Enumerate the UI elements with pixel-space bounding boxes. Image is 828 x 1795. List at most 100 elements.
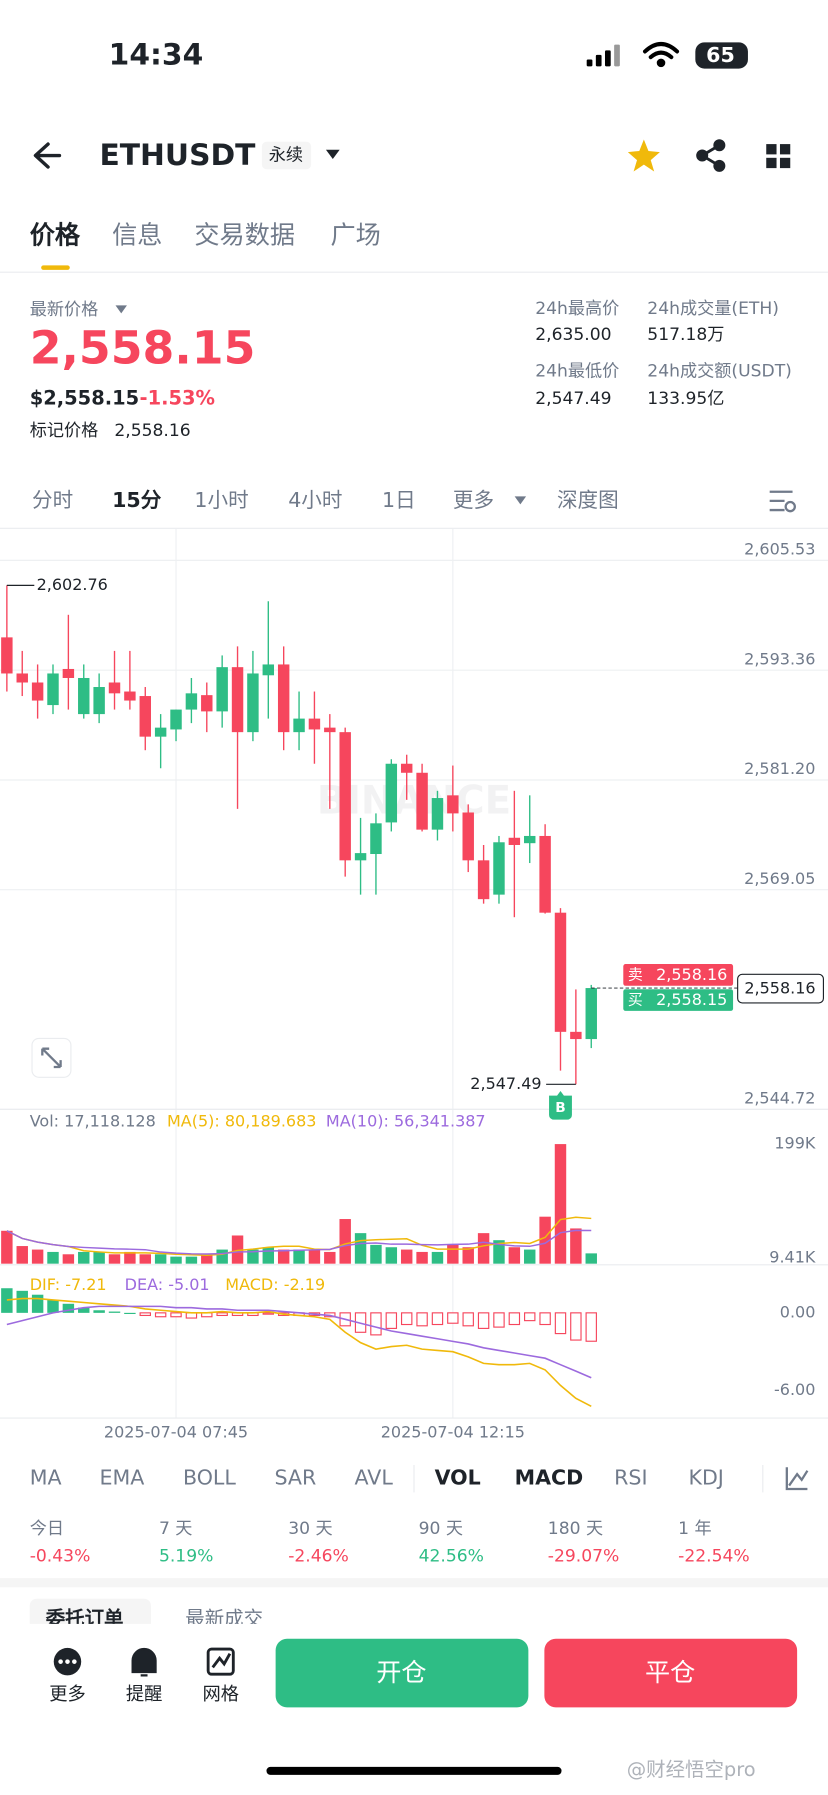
- volume-tick-label: 199K: [774, 1133, 816, 1152]
- macd-bar: [524, 1312, 536, 1322]
- dea-text: DEA: -5.01: [125, 1275, 210, 1294]
- divider: [0, 1578, 828, 1588]
- macd-bar: [462, 1312, 474, 1327]
- chart-settings[interactable]: [769, 490, 796, 513]
- toolbar-label[interactable]: 网格: [202, 1684, 239, 1705]
- indicator[interactable]: KDJ: [688, 1466, 723, 1490]
- macd-bar: [370, 1312, 382, 1336]
- macd-bar: [170, 1312, 182, 1318]
- tab[interactable]: 信息: [112, 221, 162, 250]
- symbol-dropdown[interactable]: [325, 149, 340, 159]
- macd-bar: [47, 1299, 59, 1313]
- candle-body: [462, 812, 474, 861]
- indicator-settings[interactable]: [785, 1467, 809, 1491]
- period-label: 30 天: [288, 1519, 332, 1539]
- fullscreen-icon: [41, 1047, 62, 1069]
- candle-body: [370, 823, 382, 855]
- candle-body: [508, 837, 521, 845]
- volume-bar: [1, 1230, 13, 1264]
- indicator[interactable]: SAR: [274, 1466, 316, 1490]
- interval[interactable]: 深度图: [557, 488, 619, 512]
- volume-bar: [447, 1244, 459, 1264]
- price-label: 最新价格: [30, 300, 99, 320]
- macd-bar: [493, 1312, 505, 1328]
- interval[interactable]: 15分: [112, 488, 162, 512]
- last-price-box: [737, 973, 824, 1004]
- macd-bar: [539, 1312, 551, 1326]
- toolbar-label[interactable]: 更多: [49, 1684, 86, 1705]
- interval[interactable]: 1小时: [194, 488, 248, 512]
- favorite-star[interactable]: [627, 139, 660, 172]
- volume-bar: [477, 1233, 490, 1264]
- indicator[interactable]: VOL: [435, 1466, 481, 1490]
- macd-bar: [124, 1312, 136, 1314]
- volume-bar: [370, 1244, 382, 1264]
- usd-price: $2,558.15: [30, 387, 139, 410]
- stat-value: 517.18万: [647, 325, 724, 345]
- bid-tag: [623, 989, 734, 1011]
- macd-tick-label: -6.00: [774, 1380, 815, 1399]
- volume-bar: [570, 1228, 582, 1264]
- stat-label: 24h最低价: [535, 362, 619, 382]
- volume-bar: [31, 1249, 44, 1264]
- y-tick-label: 2,593.36: [744, 649, 815, 668]
- tab[interactable]: 价格: [30, 221, 81, 250]
- period-value: -2.46%: [288, 1546, 349, 1566]
- candle-body: [570, 1031, 582, 1040]
- indicator[interactable]: MA: [30, 1466, 62, 1490]
- close-button[interactable]: [544, 1638, 798, 1708]
- indicator[interactable]: EMA: [99, 1466, 144, 1490]
- macd-bar: [570, 1312, 582, 1341]
- x-tick-label: 2025-07-04 07:45: [104, 1422, 248, 1441]
- tab[interactable]: 广场: [331, 221, 381, 250]
- macd-line: [6, 1305, 592, 1379]
- volume-bar: [16, 1246, 28, 1264]
- candle-body: [31, 682, 44, 701]
- interval[interactable]: 更多: [453, 488, 494, 512]
- candle-body: [62, 668, 75, 678]
- grid-icon[interactable]: [206, 1647, 235, 1676]
- candle-body: [16, 673, 28, 683]
- volume-bar: [493, 1240, 505, 1264]
- back-button[interactable]: [33, 142, 62, 169]
- candle-body: [139, 696, 151, 737]
- tab[interactable]: 交易数据: [194, 221, 295, 250]
- interval[interactable]: 分时: [32, 488, 73, 512]
- alert-icon[interactable]: [131, 1648, 157, 1677]
- last-price: 2,558.15: [30, 322, 256, 375]
- symbol: ETHUSDT: [99, 138, 256, 173]
- high-label: 2,602.76: [37, 575, 108, 594]
- volume-bar: [324, 1251, 336, 1264]
- x-tick-label: 2025-07-04 12:15: [381, 1422, 525, 1441]
- interval[interactable]: 4小时: [288, 488, 342, 512]
- grid-menu[interactable]: [766, 144, 791, 169]
- period-value: -22.54%: [678, 1546, 750, 1566]
- close-button-label[interactable]: 平仓: [645, 1658, 695, 1687]
- indicator[interactable]: AVL: [355, 1466, 394, 1490]
- price-dropdown[interactable]: [115, 305, 127, 314]
- y-tick-label: 2,581.20: [744, 759, 815, 778]
- interval[interactable]: 1日: [382, 488, 416, 512]
- open-button[interactable]: [275, 1638, 529, 1708]
- macd-bar: [31, 1294, 44, 1313]
- indicator[interactable]: RSI: [614, 1466, 647, 1490]
- indicator[interactable]: MACD: [515, 1466, 584, 1490]
- more-dropdown[interactable]: [514, 496, 527, 505]
- tag-bg: [261, 141, 312, 170]
- stat-label: 24h成交额(USDT): [647, 362, 792, 382]
- indicator[interactable]: BOLL: [183, 1466, 236, 1490]
- bid-label: 买: [628, 991, 643, 1009]
- share-button[interactable]: [696, 139, 726, 172]
- mark-price: 2,558.16: [114, 421, 190, 441]
- candle-body: [431, 798, 444, 830]
- volume-text: Vol: 17,118.128: [30, 1111, 156, 1130]
- bid-price: 2,558.15: [656, 990, 727, 1009]
- battery-level: 65: [706, 43, 735, 67]
- ask-tag: [623, 964, 734, 986]
- toolbar-label[interactable]: 提醒: [126, 1684, 163, 1705]
- candle-body: [354, 853, 367, 861]
- volume-bar: [262, 1247, 275, 1264]
- ma10-text: MA(10): 56,341.387: [326, 1111, 486, 1130]
- open-button-label[interactable]: 开仓: [376, 1658, 426, 1687]
